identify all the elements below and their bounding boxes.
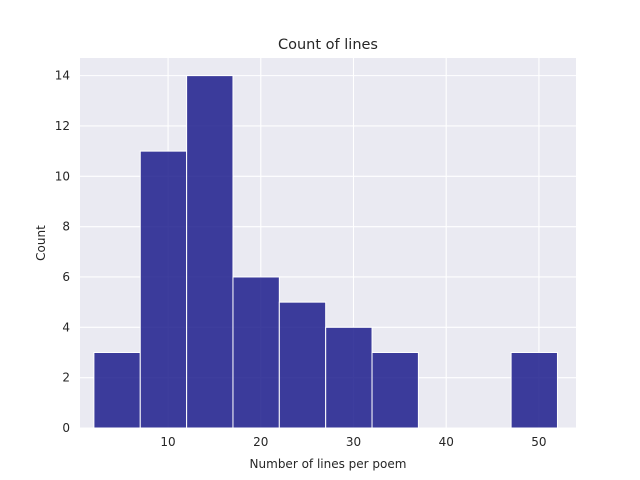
y-tick-labels: 0 2 4 6 8 10 12 14 bbox=[55, 69, 70, 435]
x-tick-label: 40 bbox=[439, 435, 454, 449]
histogram-bar bbox=[371, 351, 419, 429]
y-tick-label: 12 bbox=[55, 119, 70, 133]
histogram-bar bbox=[93, 351, 141, 429]
x-tick-labels: 10 20 30 40 50 bbox=[160, 435, 546, 449]
histogram-bar bbox=[139, 150, 188, 429]
y-tick-label: 8 bbox=[62, 220, 70, 234]
chart-title: Count of lines bbox=[278, 37, 378, 53]
y-tick-label: 10 bbox=[55, 169, 70, 183]
bars bbox=[93, 75, 558, 429]
y-tick-label: 0 bbox=[62, 421, 70, 435]
x-tick-label: 10 bbox=[160, 435, 175, 449]
histogram-bar bbox=[232, 276, 280, 429]
y-axis-label: Count bbox=[34, 225, 48, 261]
histogram-bar bbox=[325, 326, 373, 429]
histogram-bar bbox=[510, 351, 558, 429]
x-axis-label: Number of lines per poem bbox=[250, 457, 407, 471]
y-tick-label: 4 bbox=[62, 320, 70, 334]
histogram-bar bbox=[186, 75, 234, 429]
y-tick-label: 6 bbox=[62, 270, 70, 284]
x-tick-label: 50 bbox=[531, 435, 546, 449]
y-tick-label: 14 bbox=[55, 69, 70, 83]
y-tick-label: 2 bbox=[62, 371, 70, 385]
histogram-bar bbox=[278, 301, 327, 429]
x-tick-label: 30 bbox=[346, 435, 361, 449]
x-tick-label: 20 bbox=[253, 435, 268, 449]
